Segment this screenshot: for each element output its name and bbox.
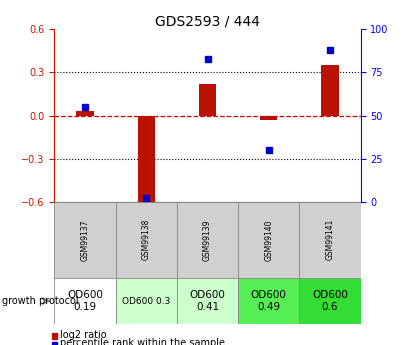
Bar <box>238 278 299 324</box>
Bar <box>116 278 177 324</box>
Text: GSM99140: GSM99140 <box>264 219 273 260</box>
Bar <box>77 111 93 116</box>
Bar <box>299 278 361 324</box>
Text: OD600
0.41: OD600 0.41 <box>189 290 226 312</box>
Bar <box>52 333 57 339</box>
Bar <box>54 202 116 278</box>
Text: OD600
0.19: OD600 0.19 <box>67 290 103 312</box>
Bar <box>177 202 238 278</box>
Text: GSM99137: GSM99137 <box>81 219 89 260</box>
Bar <box>177 278 238 324</box>
Text: OD600 0.3: OD600 0.3 <box>122 296 170 306</box>
Text: growth protocol: growth protocol <box>2 296 79 306</box>
Text: GSM99138: GSM99138 <box>142 219 151 260</box>
Title: GDS2593 / 444: GDS2593 / 444 <box>155 14 260 28</box>
Bar <box>322 65 339 116</box>
Bar <box>138 116 155 205</box>
Text: OD600
0.6: OD600 0.6 <box>312 290 348 312</box>
Bar <box>52 342 57 345</box>
Bar <box>299 202 361 278</box>
Text: log2 ratio: log2 ratio <box>60 330 107 339</box>
Text: percentile rank within the sample: percentile rank within the sample <box>60 338 225 345</box>
Bar <box>260 116 277 120</box>
Bar <box>116 202 177 278</box>
Text: OD600
0.49: OD600 0.49 <box>251 290 287 312</box>
Bar <box>54 278 116 324</box>
Text: GSM99139: GSM99139 <box>203 219 212 260</box>
Bar <box>199 84 216 116</box>
Text: GSM99141: GSM99141 <box>326 219 334 260</box>
Bar <box>238 202 299 278</box>
